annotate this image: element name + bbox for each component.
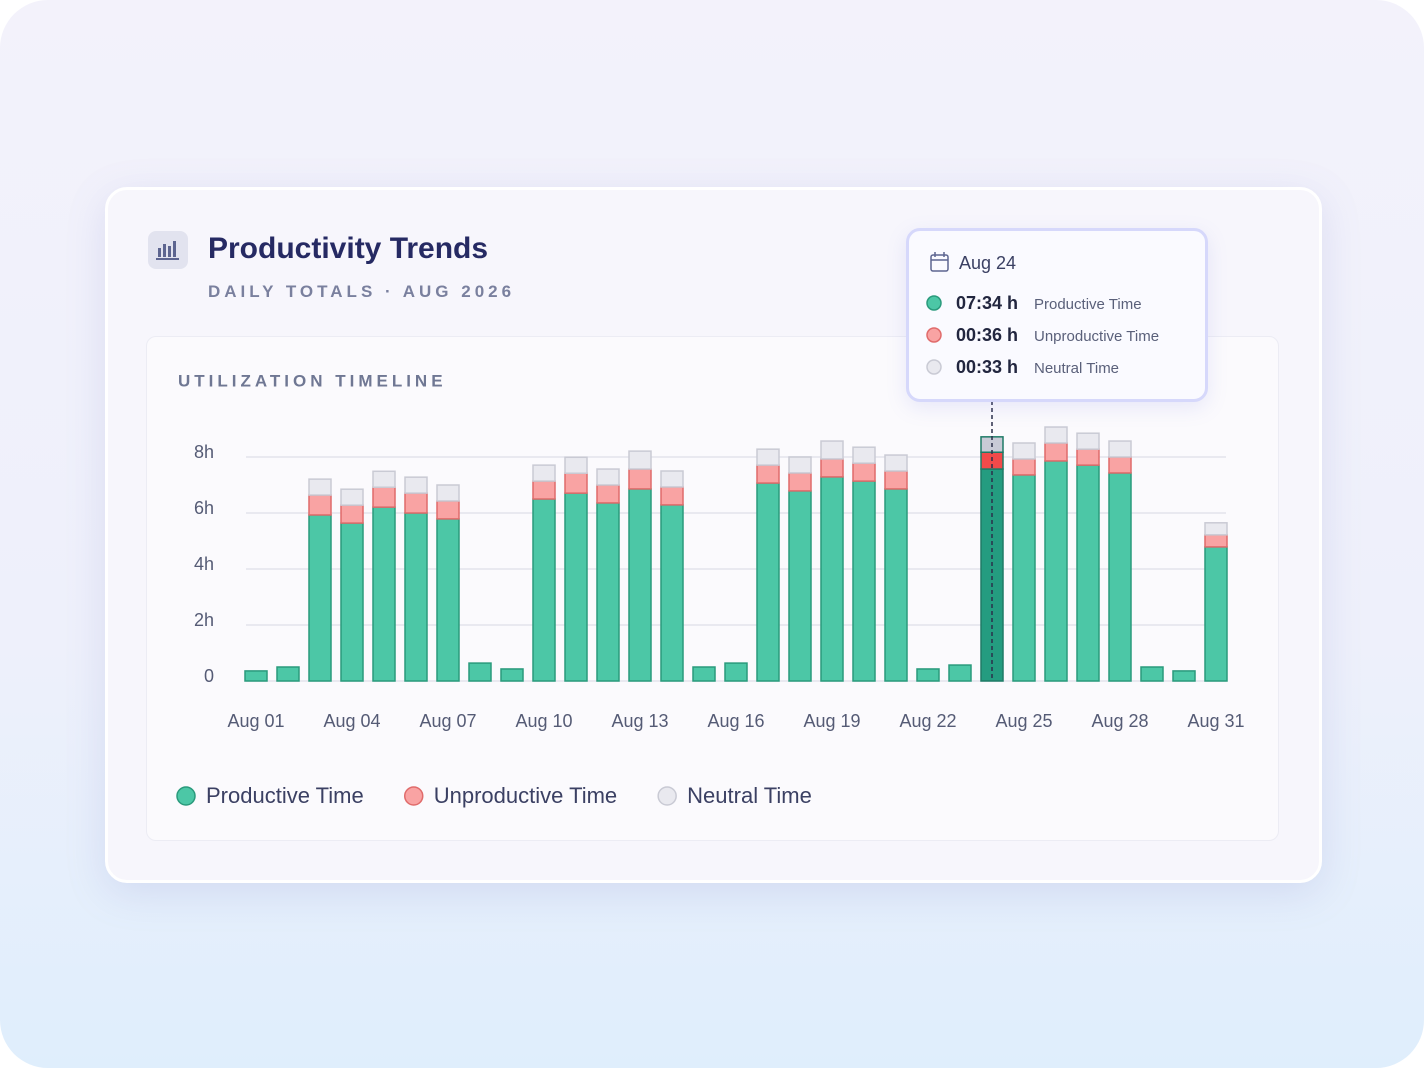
- bar-segment: [916, 668, 940, 682]
- bar-segment: [1044, 426, 1068, 444]
- tooltip-value: 00:36 h: [956, 325, 1018, 345]
- tooltip-series: Productive Time: [1034, 296, 1142, 313]
- legend-label: Unproductive Time: [434, 783, 617, 808]
- bar-segment: [1172, 670, 1196, 682]
- tooltip-value: 07:34 h: [956, 293, 1018, 313]
- bar-segment: [884, 454, 908, 472]
- bar-segment: [660, 470, 684, 488]
- bar-segment: [1076, 432, 1100, 450]
- x-tick-label: Aug 25: [995, 711, 1052, 731]
- legend-label: Neutral Time: [687, 783, 812, 808]
- legend-label: Productive Time: [206, 783, 364, 808]
- chart-icon: [148, 231, 188, 269]
- icon-glyph: [156, 241, 179, 260]
- x-tick-label: Aug 31: [1187, 711, 1244, 731]
- x-tick-label: Aug 28: [1091, 711, 1148, 731]
- bar-segment: [756, 448, 780, 466]
- bar-segment: [1012, 442, 1036, 460]
- x-tick-label: Aug 13: [611, 711, 668, 731]
- x-tick-label: Aug 10: [515, 711, 572, 731]
- y-tick-label: 8h: [194, 442, 214, 462]
- x-tick-label: Aug 01: [227, 711, 284, 731]
- bar-segment: [532, 464, 556, 482]
- bar-segment: [500, 668, 524, 682]
- y-tick-label: 6h: [194, 498, 214, 518]
- bar-segment: [948, 664, 972, 682]
- legend-swatch: [176, 786, 196, 806]
- x-tick-label: Aug 07: [419, 711, 476, 731]
- y-tick-label: 0: [204, 666, 214, 686]
- bar-segment: [372, 470, 396, 488]
- bar-segment: [692, 666, 716, 682]
- tooltip-series: Unproductive Time: [1034, 328, 1159, 345]
- bar-segment: [724, 662, 748, 682]
- bar-segment: [852, 446, 876, 464]
- tooltip-swatch: [926, 327, 942, 343]
- bar-segment: [1108, 440, 1132, 458]
- x-tick-label: Aug 19: [803, 711, 860, 731]
- bar-segment: [436, 484, 460, 502]
- bar-segment: [468, 662, 492, 682]
- legend-swatch: [403, 786, 424, 806]
- tooltip-value: 00:33 h: [956, 357, 1018, 377]
- bar-segment: [788, 456, 812, 474]
- x-tick-label: Aug 22: [899, 711, 956, 731]
- bar-segment: [244, 670, 268, 682]
- bar-segment: [308, 478, 332, 496]
- bar-segment: [1140, 666, 1164, 682]
- tooltip-series: Neutral Time: [1034, 360, 1119, 377]
- tooltip: [906, 228, 1208, 402]
- y-tick-label: 4h: [194, 554, 214, 574]
- legend-swatch: [657, 786, 677, 806]
- tooltip-swatch: [926, 359, 942, 375]
- bar-segment: [1204, 522, 1228, 536]
- bar-segment: [820, 440, 844, 460]
- page-title: Productivity Trends: [208, 232, 489, 265]
- x-tick-label: Aug 16: [707, 711, 764, 731]
- tooltip-date: Aug 24: [959, 253, 1016, 273]
- chart-title: UTILIZATION TIMELINE: [178, 371, 447, 390]
- page-subtitle: DAILY TOTALS · AUG 2026: [208, 282, 516, 301]
- bar-segment: [276, 666, 300, 682]
- y-tick-label: 2h: [194, 610, 214, 630]
- bar-segment: [404, 476, 428, 494]
- bar-segment: [596, 468, 620, 486]
- x-tick-label: Aug 04: [323, 711, 380, 731]
- bar-segment: [628, 450, 652, 470]
- calendar-icon: [930, 252, 949, 272]
- bar-segment: [564, 456, 588, 474]
- bar-segment: [340, 488, 364, 506]
- tooltip-swatch: [926, 295, 942, 311]
